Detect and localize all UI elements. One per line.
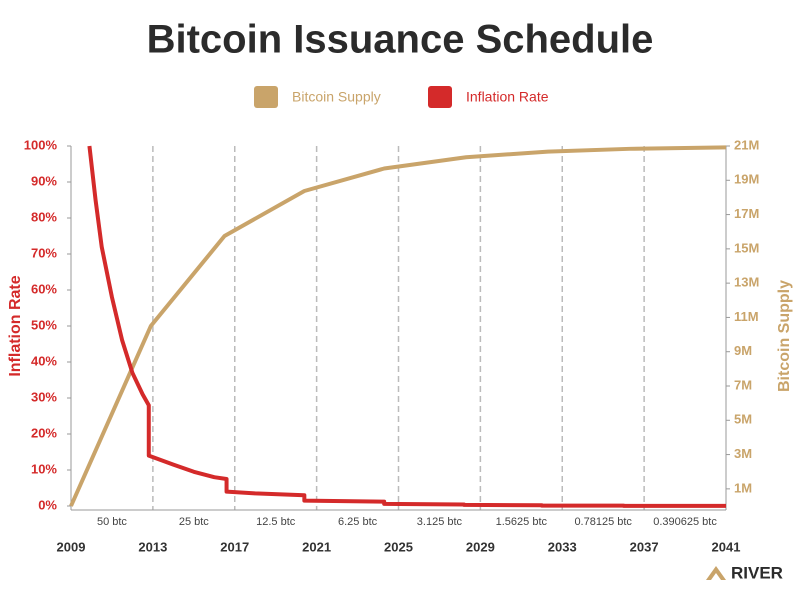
y2-axis-title: Bitcoin Supply bbox=[776, 280, 793, 392]
chart-title: Bitcoin Issuance Schedule bbox=[147, 18, 654, 62]
era-label: 50 btc bbox=[97, 516, 127, 528]
era-label: 6.25 btc bbox=[338, 516, 378, 528]
y-tick-label: 40% bbox=[31, 353, 57, 368]
era-label: 0.390625 btc bbox=[653, 516, 717, 528]
brand: RIVER bbox=[731, 563, 783, 582]
x-tick-label: 2033 bbox=[548, 539, 577, 554]
y-tick-label: 20% bbox=[31, 425, 57, 440]
y2-tick-label: 17M bbox=[734, 206, 759, 221]
y-tick-label: 60% bbox=[31, 281, 57, 296]
x-tick-label: 2041 bbox=[712, 539, 741, 554]
era-label: 25 btc bbox=[179, 516, 209, 528]
x-tick-label: 2029 bbox=[466, 539, 495, 554]
y-tick-label: 80% bbox=[31, 209, 57, 224]
x-tick-label: 2021 bbox=[302, 539, 331, 554]
y-tick-label: 70% bbox=[31, 245, 57, 260]
legend-label: Inflation Rate bbox=[466, 89, 549, 105]
x-tick-label: 2009 bbox=[57, 539, 86, 554]
y-tick-label: 30% bbox=[31, 389, 57, 404]
y-tick-label: 10% bbox=[31, 461, 57, 476]
y-tick-label: 50% bbox=[31, 317, 57, 332]
era-label: 1.5625 btc bbox=[496, 516, 548, 528]
legend-label: Bitcoin Supply bbox=[292, 89, 381, 105]
y2-tick-label: 21M bbox=[734, 137, 759, 152]
era-label: 12.5 btc bbox=[256, 516, 296, 528]
logo-icon-cut bbox=[711, 573, 721, 580]
x-tick-label: 2037 bbox=[630, 539, 659, 554]
x-tick-label: 2025 bbox=[384, 539, 413, 554]
brand-logo bbox=[706, 566, 726, 580]
legend-swatch bbox=[254, 86, 278, 108]
era-label: 0.78125 btc bbox=[574, 516, 632, 528]
era-label: 3.125 btc bbox=[417, 516, 463, 528]
y2-tick-label: 3M bbox=[734, 446, 752, 461]
y2-tick-label: 19M bbox=[734, 172, 759, 187]
legend-swatch bbox=[428, 86, 452, 108]
y2-tick-label: 15M bbox=[734, 240, 759, 255]
y2-tick-label: 1M bbox=[734, 480, 752, 495]
y-tick-label: 0% bbox=[38, 497, 57, 512]
x-tick-label: 2017 bbox=[220, 539, 249, 554]
y2-tick-label: 11M bbox=[734, 309, 759, 324]
y2-tick-label: 13M bbox=[734, 275, 759, 290]
series-line bbox=[69, 145, 727, 507]
y-tick-label: 90% bbox=[31, 173, 57, 188]
x-tick-label: 2013 bbox=[138, 539, 167, 554]
y2-tick-label: 7M bbox=[734, 377, 752, 392]
y-axis-title: Inflation Rate bbox=[7, 275, 24, 376]
y2-tick-label: 5M bbox=[734, 412, 752, 427]
y2-tick-label: 9M bbox=[734, 343, 752, 358]
series-line bbox=[87, 145, 726, 508]
y-tick-label: 100% bbox=[24, 137, 58, 152]
